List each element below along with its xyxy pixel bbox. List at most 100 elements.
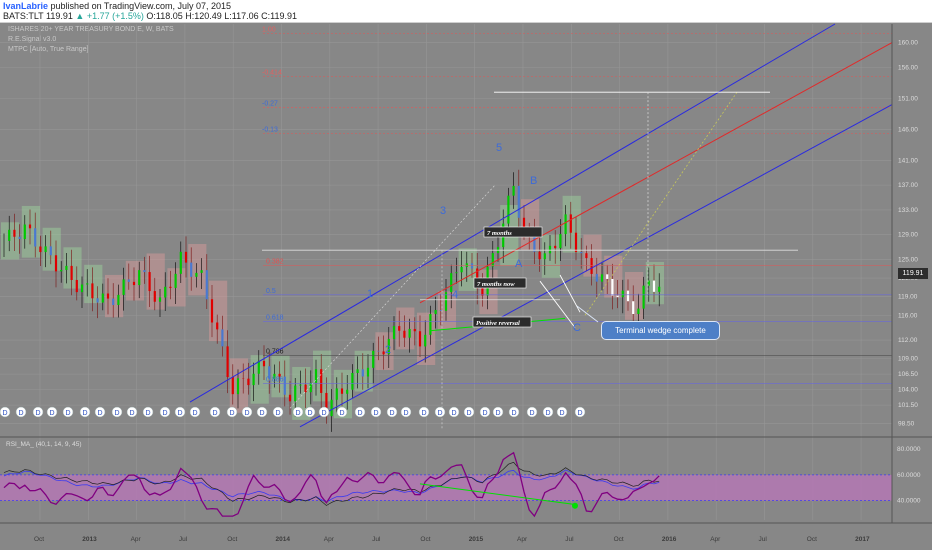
signal-marker-label: D bbox=[404, 410, 409, 417]
x-tick-label: Apr bbox=[324, 536, 335, 543]
signal-marker bbox=[241, 406, 253, 418]
signal-marker bbox=[492, 406, 504, 418]
y-tick-label: 119.00 bbox=[898, 294, 918, 301]
signal-marker-label: D bbox=[19, 410, 24, 417]
x-tick-label: Apr bbox=[131, 536, 142, 543]
signal-marker-label: D bbox=[512, 410, 517, 417]
signal-marker-label: D bbox=[245, 410, 250, 417]
last-price: 119.91 bbox=[46, 11, 73, 21]
callout-pointer bbox=[576, 305, 599, 323]
signal-marker-label: D bbox=[340, 410, 345, 417]
signal-marker-label: D bbox=[83, 410, 88, 417]
signal-marker bbox=[556, 406, 568, 418]
signal-marker-label: D bbox=[422, 410, 427, 417]
signal-marker bbox=[574, 406, 586, 418]
x-tick-label: 2015 bbox=[469, 536, 484, 543]
x-tick-label: 2017 bbox=[855, 536, 870, 543]
last-price-tag: 119.91 bbox=[898, 268, 928, 279]
wave-guide-line bbox=[289, 184, 496, 409]
fib-level-label: -0.414 bbox=[262, 70, 282, 77]
rsi-line bbox=[3, 451, 660, 518]
signal-marker bbox=[304, 406, 316, 418]
lower-channel-line bbox=[299, 104, 893, 428]
indicator-label-1[interactable]: R.E.Signal v3.0 bbox=[8, 36, 57, 43]
fib-level-label: -0.13 bbox=[262, 127, 278, 134]
signal-marker-label: D bbox=[296, 410, 301, 417]
signal-marker-label: D bbox=[36, 410, 41, 417]
ohlc-values: O:118.05 H:120.49 L:117.06 C:119.91 bbox=[146, 11, 297, 21]
signal-marker bbox=[0, 406, 11, 418]
signal-marker bbox=[174, 406, 186, 418]
signal-marker bbox=[159, 406, 171, 418]
x-tick-label: Jul bbox=[179, 536, 188, 543]
fib-level-label: 0.618 bbox=[266, 314, 284, 321]
signal-marker bbox=[46, 406, 58, 418]
y-tick-label: 112.00 bbox=[898, 337, 918, 344]
y-tick-label: 98.50 bbox=[898, 421, 915, 428]
y-tick-label: 151.00 bbox=[898, 95, 918, 102]
signal-marker bbox=[479, 406, 491, 418]
signal-marker-label: D bbox=[163, 410, 168, 417]
annotation-label: 7 months bbox=[487, 230, 512, 237]
signal-marker bbox=[256, 406, 268, 418]
signal-marker bbox=[526, 406, 538, 418]
author-name[interactable]: IvanLabrie bbox=[3, 1, 49, 11]
fib-level-label: -0.27 bbox=[262, 101, 278, 108]
signal-marker-label: D bbox=[230, 410, 235, 417]
chart-header: IvanLabrie published on TradingView.com,… bbox=[0, 0, 932, 23]
signal-marker-label: D bbox=[146, 410, 151, 417]
signal-marker-label: D bbox=[66, 410, 71, 417]
signal-marker-label: D bbox=[483, 410, 488, 417]
signal-marker bbox=[386, 406, 398, 418]
signal-marker-label: D bbox=[496, 410, 501, 417]
signal-marker bbox=[209, 406, 221, 418]
rsi-y-tick-label: 80.0000 bbox=[897, 446, 921, 453]
signal-marker-label: D bbox=[130, 410, 135, 417]
signal-marker-label: D bbox=[115, 410, 120, 417]
signal-marker-label: D bbox=[438, 410, 443, 417]
wedge-line-lower bbox=[559, 274, 581, 313]
annotation-box bbox=[483, 226, 543, 238]
indicator-label-2[interactable]: MTPC [Auto, True Range] bbox=[8, 46, 89, 53]
annotation-label: 7 months now bbox=[477, 281, 515, 288]
x-tick-label: 2016 bbox=[662, 536, 677, 543]
fib-level-label: 0.886 bbox=[266, 376, 284, 383]
signal-marker bbox=[292, 406, 304, 418]
annotation-box bbox=[472, 316, 532, 328]
rsi-y-tick-label: 40.0000 bbox=[897, 498, 921, 505]
price-bars bbox=[1, 169, 664, 432]
fib-level-label: 0.5 bbox=[266, 288, 276, 295]
signal-marker bbox=[542, 406, 554, 418]
signal-marker bbox=[226, 406, 238, 418]
signal-marker-label: D bbox=[193, 410, 198, 417]
signal-marker bbox=[354, 406, 366, 418]
signal-marker bbox=[318, 406, 330, 418]
signal-marker-label: D bbox=[308, 410, 313, 417]
annotation-label: Positive reversal bbox=[476, 320, 520, 327]
signal-marker-label: D bbox=[546, 410, 551, 417]
y-tick-label: 133.00 bbox=[898, 207, 918, 214]
signal-marker bbox=[400, 406, 412, 418]
median-line bbox=[419, 42, 893, 304]
signal-marker-label: D bbox=[178, 410, 183, 417]
y-tick-label: 137.00 bbox=[898, 182, 918, 189]
upper-channel-line bbox=[189, 23, 836, 403]
symbol[interactable]: BATS:TLT bbox=[3, 11, 44, 21]
x-tick-label: 2013 bbox=[82, 536, 97, 543]
y-tick-label: 109.00 bbox=[898, 356, 918, 363]
y-tick-label: 125.00 bbox=[898, 256, 918, 263]
x-tick-label: Jul bbox=[759, 536, 768, 543]
rsi-y-tick-label: 60.0000 bbox=[897, 472, 921, 479]
fib-level-label: 0.382 bbox=[266, 259, 284, 266]
x-tick-label: Oct bbox=[807, 536, 817, 543]
signal-marker bbox=[463, 406, 475, 418]
y-tick-label: 129.00 bbox=[898, 232, 918, 239]
y-tick-label: 156.00 bbox=[898, 64, 918, 71]
signal-marker-label: D bbox=[467, 410, 472, 417]
signal-marker bbox=[448, 406, 460, 418]
wave-label: A bbox=[515, 258, 523, 270]
x-tick-label: Oct bbox=[420, 536, 430, 543]
signal-marker bbox=[142, 406, 154, 418]
signal-marker-label: D bbox=[276, 410, 281, 417]
